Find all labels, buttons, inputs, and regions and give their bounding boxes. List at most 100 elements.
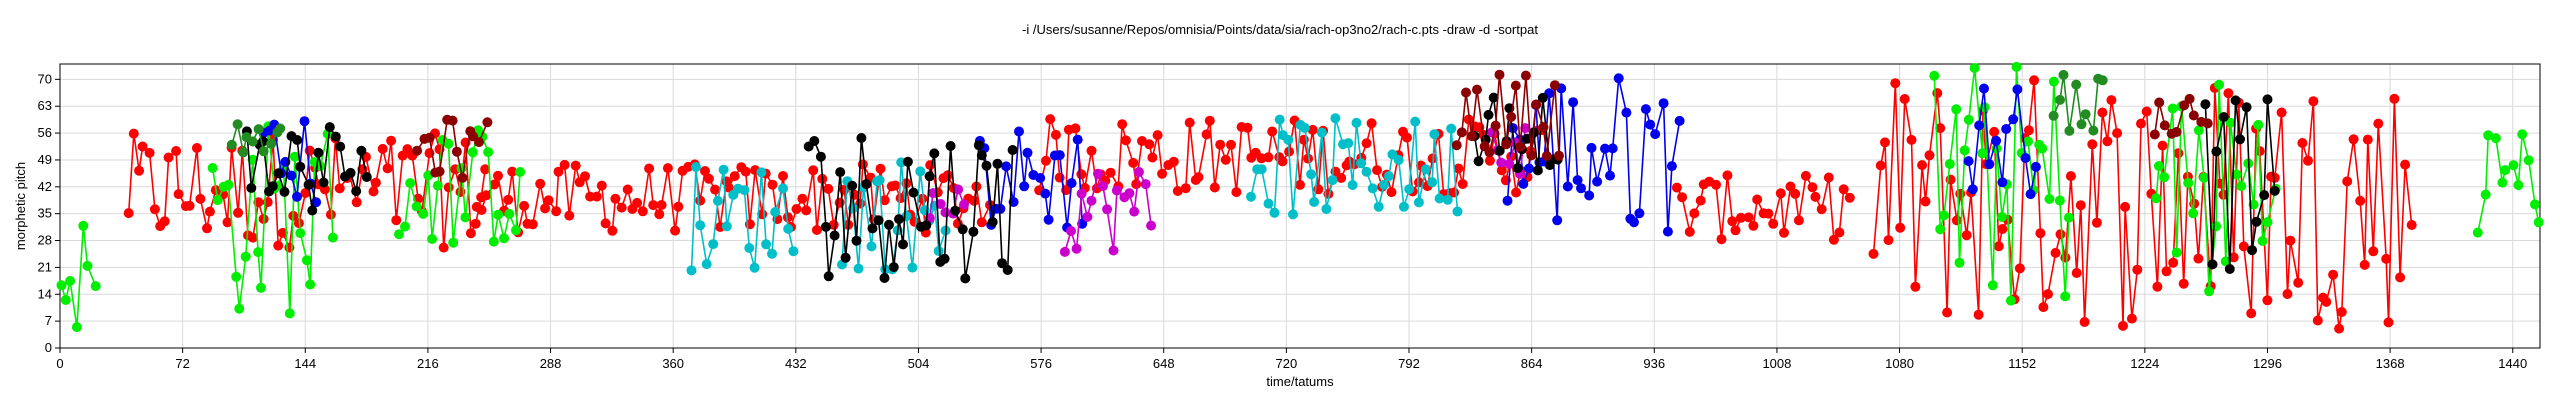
data-point [908, 187, 919, 198]
data-point [637, 206, 648, 217]
data-point [1973, 309, 1984, 320]
data-point [1076, 188, 1087, 199]
data-point [1568, 97, 1579, 108]
data-point [1961, 230, 1972, 241]
data-point [2038, 302, 2049, 313]
data-point [1763, 208, 1774, 219]
data-point [1303, 153, 1314, 164]
data-point [2199, 172, 2210, 183]
data-point [1722, 170, 1733, 181]
data-point [2112, 128, 2123, 139]
data-point [2080, 109, 2091, 120]
data-point [1367, 183, 1378, 194]
data-point [493, 170, 503, 181]
data-point [2359, 259, 2370, 270]
data-point [1288, 209, 1298, 220]
data-point [1748, 220, 1759, 231]
data-point [987, 217, 998, 227]
data-point [1490, 120, 1501, 131]
data-point [744, 243, 755, 253]
data-point [1306, 169, 1317, 180]
data-point [2097, 75, 2108, 86]
data-point [1427, 177, 1438, 188]
data-point [2321, 296, 2332, 307]
data-point [253, 247, 264, 258]
data-point [2259, 190, 2270, 201]
data-point [851, 235, 862, 246]
data-point [1562, 181, 1573, 192]
data-point [1453, 163, 1464, 174]
data-point [2102, 136, 2113, 147]
data-point [995, 203, 1006, 214]
data-point [1600, 143, 1610, 154]
data-point [591, 191, 602, 202]
data-point [654, 209, 665, 220]
data-point [427, 234, 438, 244]
data-point [1263, 152, 1274, 163]
data-point [915, 166, 926, 177]
data-point [432, 180, 443, 191]
data-point [327, 232, 338, 243]
data-point [1910, 281, 1921, 292]
data-point [2262, 217, 2273, 228]
data-point [945, 141, 956, 151]
data-point [1716, 234, 1727, 245]
data-point [1526, 150, 1537, 161]
data-point [286, 170, 297, 181]
data-point [149, 204, 160, 215]
data-point [277, 227, 288, 238]
data-point [861, 179, 872, 190]
data-point [2020, 153, 2031, 163]
data-point [300, 188, 311, 198]
data-point [1512, 163, 1523, 174]
data-point [1671, 182, 1682, 193]
data-point [1022, 147, 1033, 158]
data-point [767, 248, 777, 259]
data-point [2202, 118, 2213, 129]
data-point [2336, 307, 2347, 317]
data-point [2065, 171, 2076, 182]
data-point [1434, 193, 1445, 204]
data-point [1730, 225, 1741, 236]
data-point [1613, 73, 1624, 84]
data-point [1779, 227, 1789, 238]
data-point [2029, 75, 2040, 86]
data-point [324, 122, 335, 133]
data-point [1502, 195, 1513, 206]
data-point [960, 273, 971, 284]
data-point [2251, 216, 2262, 227]
data-point [840, 252, 851, 263]
data-point [815, 151, 826, 162]
data-point [303, 179, 314, 190]
data-point [2480, 189, 2491, 200]
data-point [1899, 94, 1910, 104]
data-point [2171, 247, 2182, 258]
data-point [1997, 177, 2008, 188]
data-point [1451, 140, 1462, 151]
axis-ticks: 0 72 144 216 288 360 432 504 576 648 720 792 864 936 1… [38, 71, 2528, 371]
data-point [2472, 227, 2483, 238]
data-point [1461, 87, 1471, 98]
data-point [1924, 150, 1935, 161]
data-point [1372, 165, 1382, 176]
data-point [301, 255, 312, 266]
data-point [770, 207, 781, 217]
data-point [1393, 155, 1404, 165]
data-point [144, 147, 155, 158]
data-point [1989, 126, 2000, 137]
data-point [482, 117, 493, 128]
data-point [890, 180, 901, 191]
data-point [622, 184, 633, 195]
data-point [284, 242, 295, 253]
data-point [1180, 183, 1191, 194]
data-point [867, 223, 878, 234]
data-point [2132, 264, 2143, 275]
x-tick-label: 360 [662, 356, 684, 371]
data-point [1586, 142, 1597, 153]
data-point [2523, 155, 2534, 166]
data-point [2355, 195, 2366, 206]
data-point [2200, 99, 2211, 110]
data-point [2342, 176, 2353, 187]
data-point [1209, 182, 1220, 193]
data-point [1050, 129, 1061, 140]
